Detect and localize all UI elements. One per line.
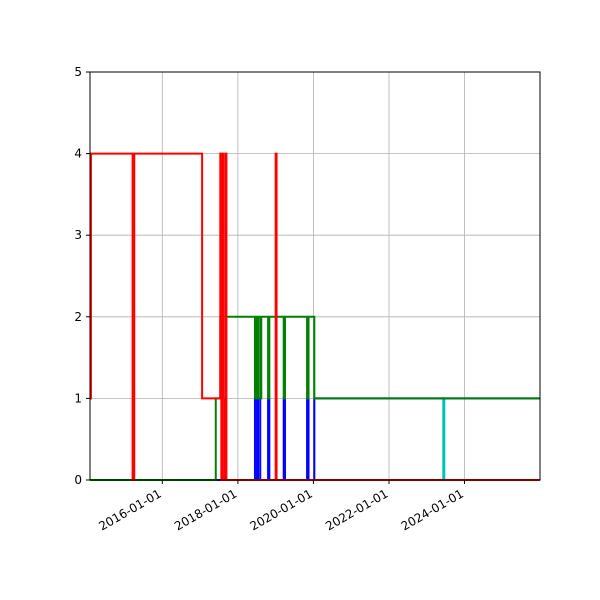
- x-tick-label: 2018-01-01: [172, 486, 239, 533]
- x-tick-label: 2020-01-01: [247, 486, 314, 533]
- y-tick-label: 5: [74, 65, 82, 79]
- y-tick-label: 4: [74, 147, 82, 161]
- y-axis: 0 1 2 3 4 5: [74, 65, 90, 487]
- y-tick-label: 3: [74, 228, 82, 242]
- y-tick-label: 1: [74, 391, 82, 405]
- plot-frame: [89, 71, 541, 481]
- y-tick-label: 2: [74, 310, 82, 324]
- series-line-2: [90, 315, 540, 481]
- x-axis: 2016-01-01 2018-01-01 2020-01-01 2022-01-01…: [96, 480, 466, 533]
- x-tick-label: 2016-01-01: [96, 486, 163, 533]
- x-tick-label: 2024-01-01: [399, 486, 466, 533]
- x-tick-label: 2022-01-01: [323, 486, 390, 533]
- y-tick-label: 0: [74, 473, 82, 487]
- series-line-1: [90, 397, 540, 481]
